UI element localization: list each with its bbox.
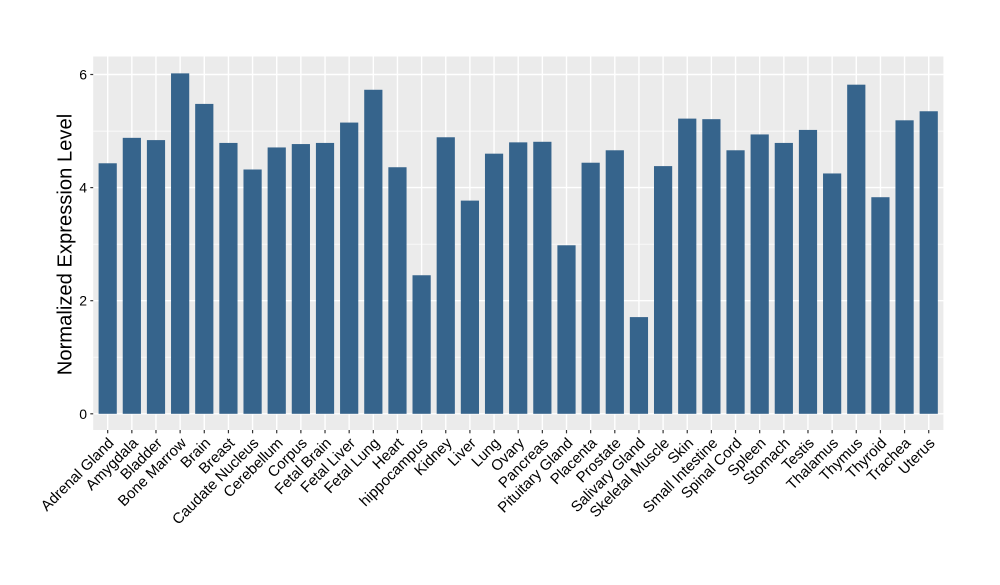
svg-text:4: 4 (79, 180, 87, 196)
svg-text:0: 0 (79, 406, 87, 422)
svg-text:6: 6 (79, 67, 87, 83)
svg-text:2: 2 (79, 293, 87, 309)
svg-text:Normalized Expression Level: Normalized Expression Level (55, 114, 77, 375)
